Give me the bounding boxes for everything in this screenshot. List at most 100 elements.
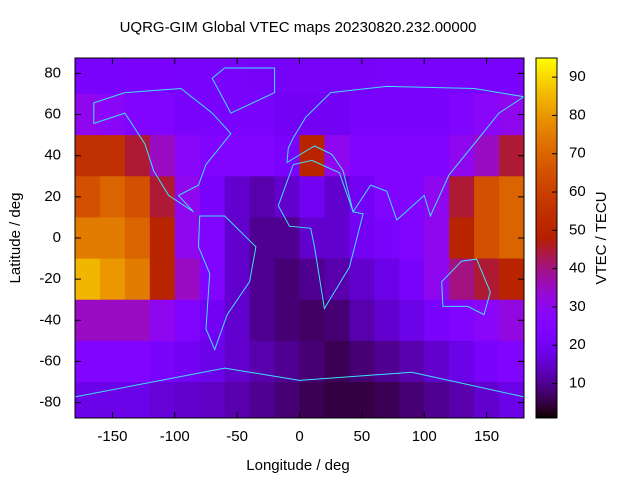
colorbar-strip [536, 136, 557, 139]
colorbar-strip [536, 352, 557, 355]
heatmap-cell [199, 217, 226, 260]
coastline [93, 87, 232, 213]
heatmap-cell [249, 258, 276, 301]
colorbar-strip [536, 110, 557, 113]
coastlines [75, 67, 524, 398]
colorbar-strip [536, 220, 557, 223]
heatmap-cell [149, 340, 176, 383]
coastline [75, 367, 524, 398]
heatmap-cell [299, 299, 325, 342]
colorbar-strip [536, 290, 557, 293]
colorbar-strip [536, 112, 557, 115]
heatmap-cell [124, 176, 151, 218]
colorbar-strip [536, 228, 557, 231]
heatmap-cell [274, 94, 300, 136]
heatmap-cell [199, 382, 226, 418]
heatmap-cell [399, 299, 425, 342]
heatmap-cell [149, 299, 176, 342]
colorbar-strip [536, 206, 557, 209]
colorbar-strip [536, 340, 557, 343]
colorbar-strip [536, 68, 557, 71]
heatmap-cell [474, 135, 500, 177]
colorbar-strip [536, 224, 557, 227]
colorbar-strip [536, 144, 557, 147]
colorbar-strip [536, 356, 557, 359]
y-tick-label: 80 [44, 64, 61, 81]
heatmap-cell [224, 258, 251, 301]
heatmap-cell [124, 340, 151, 383]
heatmap-cell [249, 382, 276, 418]
heatmap-cell [374, 217, 400, 260]
heatmap-cell [349, 258, 375, 301]
colorbar-strip [536, 72, 557, 75]
colorbar-tick-label: 20 [569, 336, 586, 353]
heatmap [75, 58, 524, 418]
colorbar-strip [536, 70, 557, 73]
heatmap-cell [374, 176, 400, 218]
heatmap-cell [424, 217, 450, 260]
colorbar-strip [536, 226, 557, 229]
colorbar-strip [536, 336, 557, 339]
heatmap-cell [274, 176, 300, 218]
x-tick-label: -50 [226, 428, 248, 445]
x-axis-label: Longitude / deg [246, 457, 349, 474]
colorbar-strip [536, 332, 557, 335]
colorbar-strip [536, 168, 557, 171]
colorbar-strip [536, 362, 557, 365]
colorbar-strip [536, 86, 557, 89]
colorbar-tick-label: 40 [569, 260, 586, 277]
heatmap-cell [274, 299, 300, 342]
colorbar-strip [536, 194, 557, 197]
heatmap-cell [249, 176, 276, 218]
colorbar-strip [536, 274, 557, 277]
colorbar-strip [536, 310, 557, 313]
heatmap-cell [449, 340, 475, 383]
colorbar-strip [536, 338, 557, 341]
colorbar-strip [536, 324, 557, 327]
heatmap-cell [199, 258, 226, 301]
heatmap-cell [474, 258, 500, 301]
heatmap-cell [199, 94, 226, 136]
colorbar-strip [536, 150, 557, 153]
colorbar-strip [536, 248, 557, 251]
heatmap-cell [324, 382, 350, 418]
colorbar-strip [536, 408, 557, 411]
colorbar-strip [536, 236, 557, 239]
colorbar-strip [536, 388, 557, 391]
heatmap-cell [249, 299, 276, 342]
colorbar-strip [536, 258, 557, 261]
colorbar-strip [536, 342, 557, 345]
colorbar-strip [536, 380, 557, 383]
heatmap-cell [224, 217, 251, 260]
colorbar-strip [536, 240, 557, 243]
coastline [197, 215, 257, 351]
colorbar-strip [536, 262, 557, 265]
colorbar-strip [536, 78, 557, 81]
colorbar-strip [536, 186, 557, 189]
colorbar-strip [536, 90, 557, 93]
heatmap-cell [399, 382, 425, 418]
colorbar-strip [536, 116, 557, 119]
heatmap-cell [424, 58, 450, 95]
colorbar-strip [536, 360, 557, 363]
heatmap-cell [299, 340, 325, 383]
colorbar-strip [536, 252, 557, 255]
colorbar-strip [536, 386, 557, 389]
colorbar-strip [536, 126, 557, 129]
colorbar-strip [536, 400, 557, 403]
heatmap-cell [249, 58, 276, 95]
colorbar-strip [536, 414, 557, 417]
heatmap-cell [75, 58, 101, 95]
y-tick-label: 60 [44, 106, 61, 123]
colorbar-strip [536, 350, 557, 353]
heatmap-cell [324, 340, 350, 383]
heatmap-cell [349, 299, 375, 342]
heatmap-cell [374, 135, 400, 177]
colorbar-strip [536, 334, 557, 337]
heatmap-cell [374, 340, 400, 383]
colorbar-strip [536, 416, 557, 419]
heatmap-cell [174, 217, 201, 260]
heatmap-cell [299, 382, 325, 418]
x-tick-label: 150 [474, 428, 499, 445]
colorbar-strip [536, 354, 557, 357]
